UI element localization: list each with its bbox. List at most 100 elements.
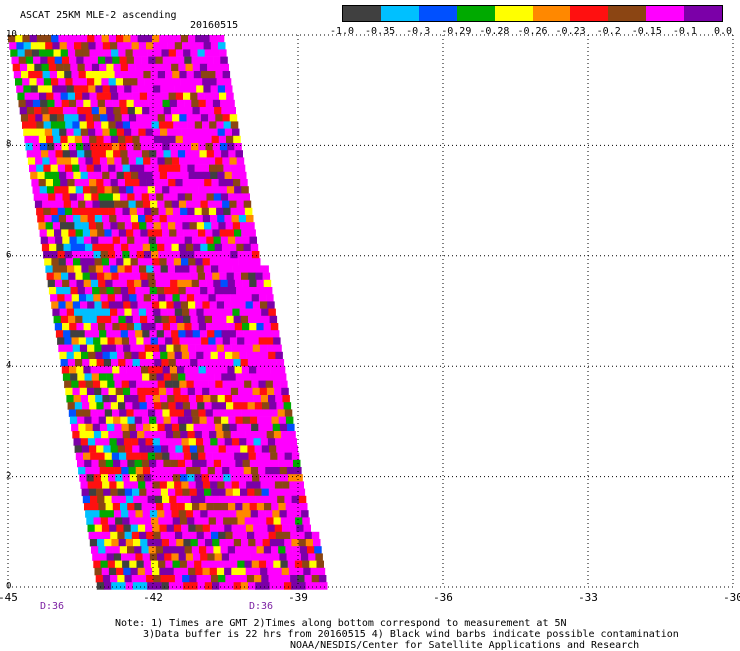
swath-cell [286, 553, 295, 561]
swath-cell [95, 42, 104, 50]
swath-cell [275, 531, 284, 540]
swath-cell [164, 423, 173, 432]
swath-cell [158, 251, 166, 259]
swath-cell [166, 524, 175, 533]
swath-cell [232, 351, 240, 360]
swath-cell [242, 459, 251, 468]
swath-cell [172, 380, 180, 389]
swath-cell [243, 243, 251, 252]
swath-cell [210, 85, 219, 93]
swath-cell [232, 265, 241, 273]
swath-cell [256, 366, 264, 374]
swath-cell [236, 380, 245, 389]
swath-cell [130, 78, 138, 86]
swath-cell [109, 481, 117, 489]
swath-cell [71, 71, 79, 79]
swath-cell [102, 215, 110, 223]
swath-cell [109, 171, 117, 180]
swath-cell [235, 330, 244, 338]
swath-cell [190, 315, 198, 324]
swath-cell [314, 546, 322, 554]
swath-cell [125, 179, 133, 187]
swath-cell [157, 114, 166, 122]
swath-cell [190, 49, 198, 57]
swath-cell [98, 503, 106, 511]
swath-cell [184, 56, 192, 65]
swath-cell [32, 99, 41, 108]
swath-cell [198, 56, 207, 65]
swath-cell [136, 337, 144, 345]
swath-cell [149, 150, 157, 158]
swath-cell [133, 272, 141, 281]
swath-cell [246, 575, 255, 583]
swath-cell [53, 92, 61, 101]
swath-cell [138, 308, 147, 317]
swath-cell [210, 215, 218, 223]
swath-cell [88, 222, 97, 230]
swath-cell [130, 121, 138, 129]
swath-cell [246, 395, 254, 403]
swath-cell [54, 229, 62, 237]
swath-cell [99, 157, 108, 165]
swath-cell [43, 121, 52, 129]
swath-cell [170, 373, 179, 381]
swath-cell [261, 351, 269, 360]
swath-cell [153, 488, 162, 497]
swath-cell [244, 517, 253, 525]
swath-cell [267, 524, 275, 533]
swath-cell [163, 193, 171, 201]
swath-cell [203, 531, 212, 540]
swath-cell [171, 63, 179, 72]
swath-cell [217, 258, 225, 266]
swath-cell [68, 229, 76, 237]
swath-cell [144, 301, 153, 309]
swath-cell [78, 294, 87, 302]
swath-cell [70, 107, 78, 115]
swath-cell [130, 567, 138, 576]
swath-cell [220, 279, 228, 288]
swath-cell [83, 56, 91, 65]
colorbar-label: -0.26 [517, 26, 548, 37]
swath-cell [179, 423, 187, 432]
swath-cell [243, 330, 251, 338]
swath-cell [177, 236, 185, 245]
swath-cell [90, 452, 98, 461]
swath-cell [211, 445, 219, 453]
swath-cell [271, 330, 280, 338]
swath-cell [148, 193, 157, 201]
swath-cell [46, 92, 54, 101]
swath-cell [214, 467, 223, 475]
colorbar [342, 5, 723, 22]
colorbar-label: -0.23 [555, 26, 586, 37]
swath-cell [284, 582, 292, 590]
swath-cell [197, 315, 206, 324]
swath-time-right: D:36 [249, 601, 274, 612]
swath-cell [149, 416, 157, 425]
swath-cell [12, 63, 21, 72]
swath-cell [177, 193, 186, 201]
swath-cell [49, 243, 57, 252]
swath-cell [180, 387, 188, 396]
swath-cell [181, 524, 189, 533]
swath-cell [146, 488, 154, 497]
swath-cell [122, 517, 130, 525]
swath-cell [81, 488, 90, 497]
swath-cell [135, 467, 144, 475]
swath-cell [286, 467, 295, 475]
swath-cell [261, 488, 270, 497]
swath-cell [94, 258, 103, 266]
swath-cell [114, 337, 123, 345]
swath-cell [146, 265, 154, 273]
swath-cell [155, 56, 163, 65]
swath-cell [189, 575, 197, 583]
swath-cell [258, 423, 266, 432]
swath-cell [107, 423, 115, 432]
swath-cell [220, 366, 228, 374]
swath-cell [247, 402, 256, 410]
swath-cell [165, 294, 173, 302]
swath-cell [139, 488, 147, 497]
swath-cell [44, 128, 53, 137]
swath-cell [236, 200, 244, 209]
swath-cell [166, 301, 174, 309]
swath-cell [162, 495, 170, 504]
